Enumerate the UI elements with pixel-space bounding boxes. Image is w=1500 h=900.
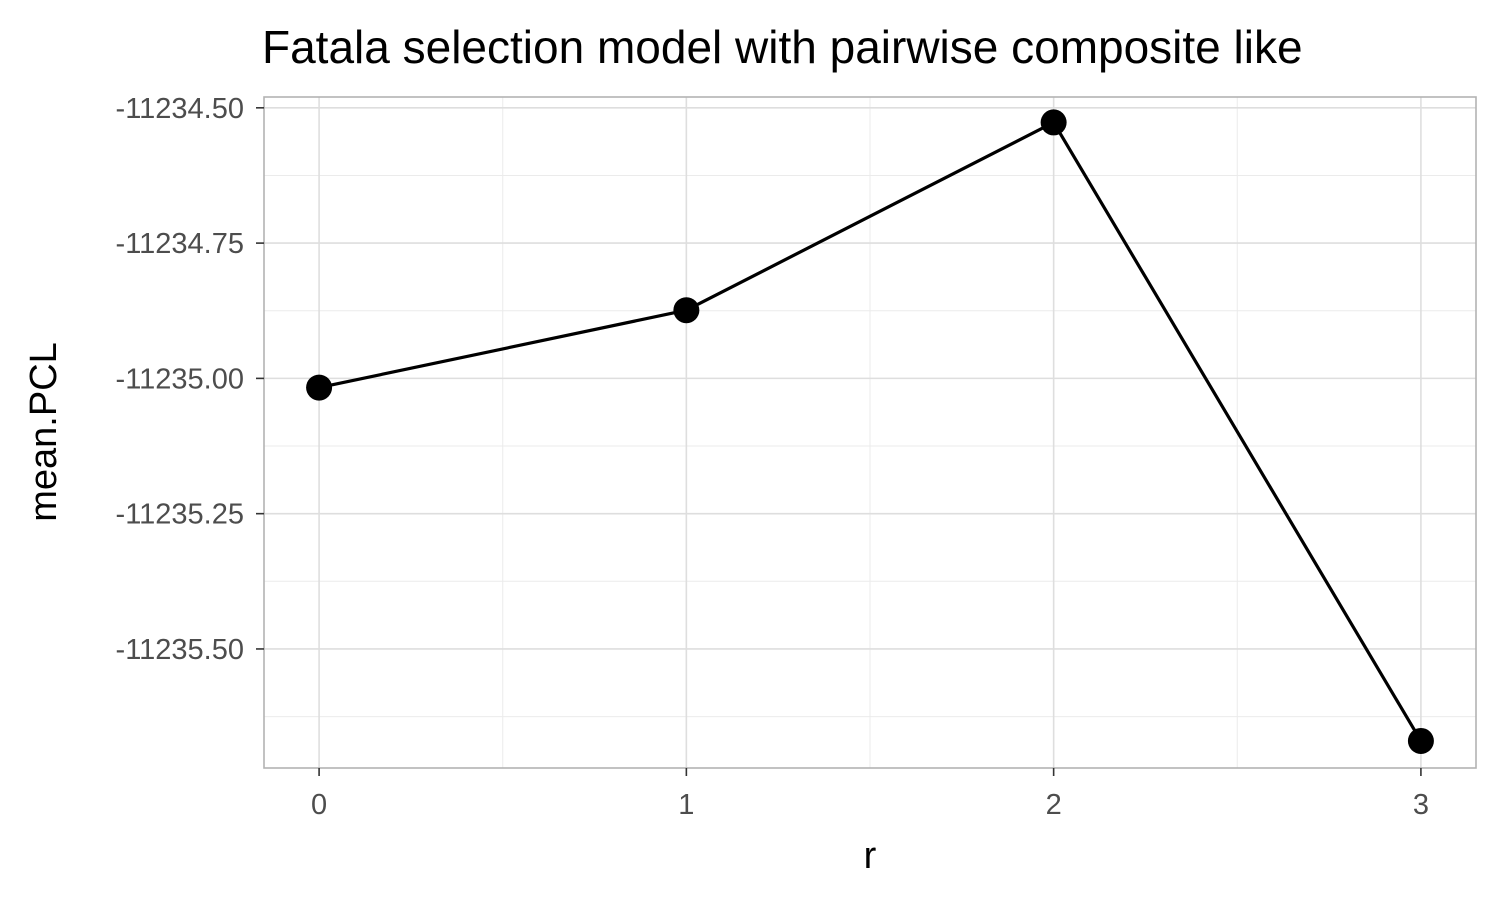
y-tick-label: -11235.00 bbox=[116, 363, 244, 395]
data-point bbox=[306, 374, 333, 401]
data-point bbox=[1407, 727, 1434, 754]
x-tick-label: 0 bbox=[311, 789, 327, 821]
y-tick-label: -11235.50 bbox=[116, 634, 244, 666]
x-tick-label: 3 bbox=[1413, 789, 1429, 821]
plot-panel-border bbox=[263, 96, 1477, 769]
y-tick-label: -11234.75 bbox=[116, 228, 244, 260]
x-axis-title: r bbox=[864, 835, 877, 877]
y-tick-label: -11235.25 bbox=[116, 499, 244, 531]
data-point bbox=[673, 297, 700, 324]
x-tick-label: 2 bbox=[1046, 789, 1062, 821]
y-tick-label: -11234.50 bbox=[116, 93, 244, 125]
minor-gridlines bbox=[264, 97, 1476, 768]
major-gridlines bbox=[264, 97, 1476, 768]
y-axis-ticks: -11234.50 -11234.75 -11235.00 -11235.25 -112… bbox=[116, 93, 264, 666]
y-axis-title: mean.PCL bbox=[23, 342, 65, 522]
series-layer bbox=[306, 109, 1434, 754]
data-point bbox=[1040, 109, 1067, 136]
chart-title: Fatala selection model with pairwise com… bbox=[262, 21, 1303, 73]
series-line bbox=[318, 120, 1423, 742]
x-tick-label: 1 bbox=[678, 789, 694, 821]
x-axis-ticks: 0 1 2 3 bbox=[311, 768, 1429, 821]
